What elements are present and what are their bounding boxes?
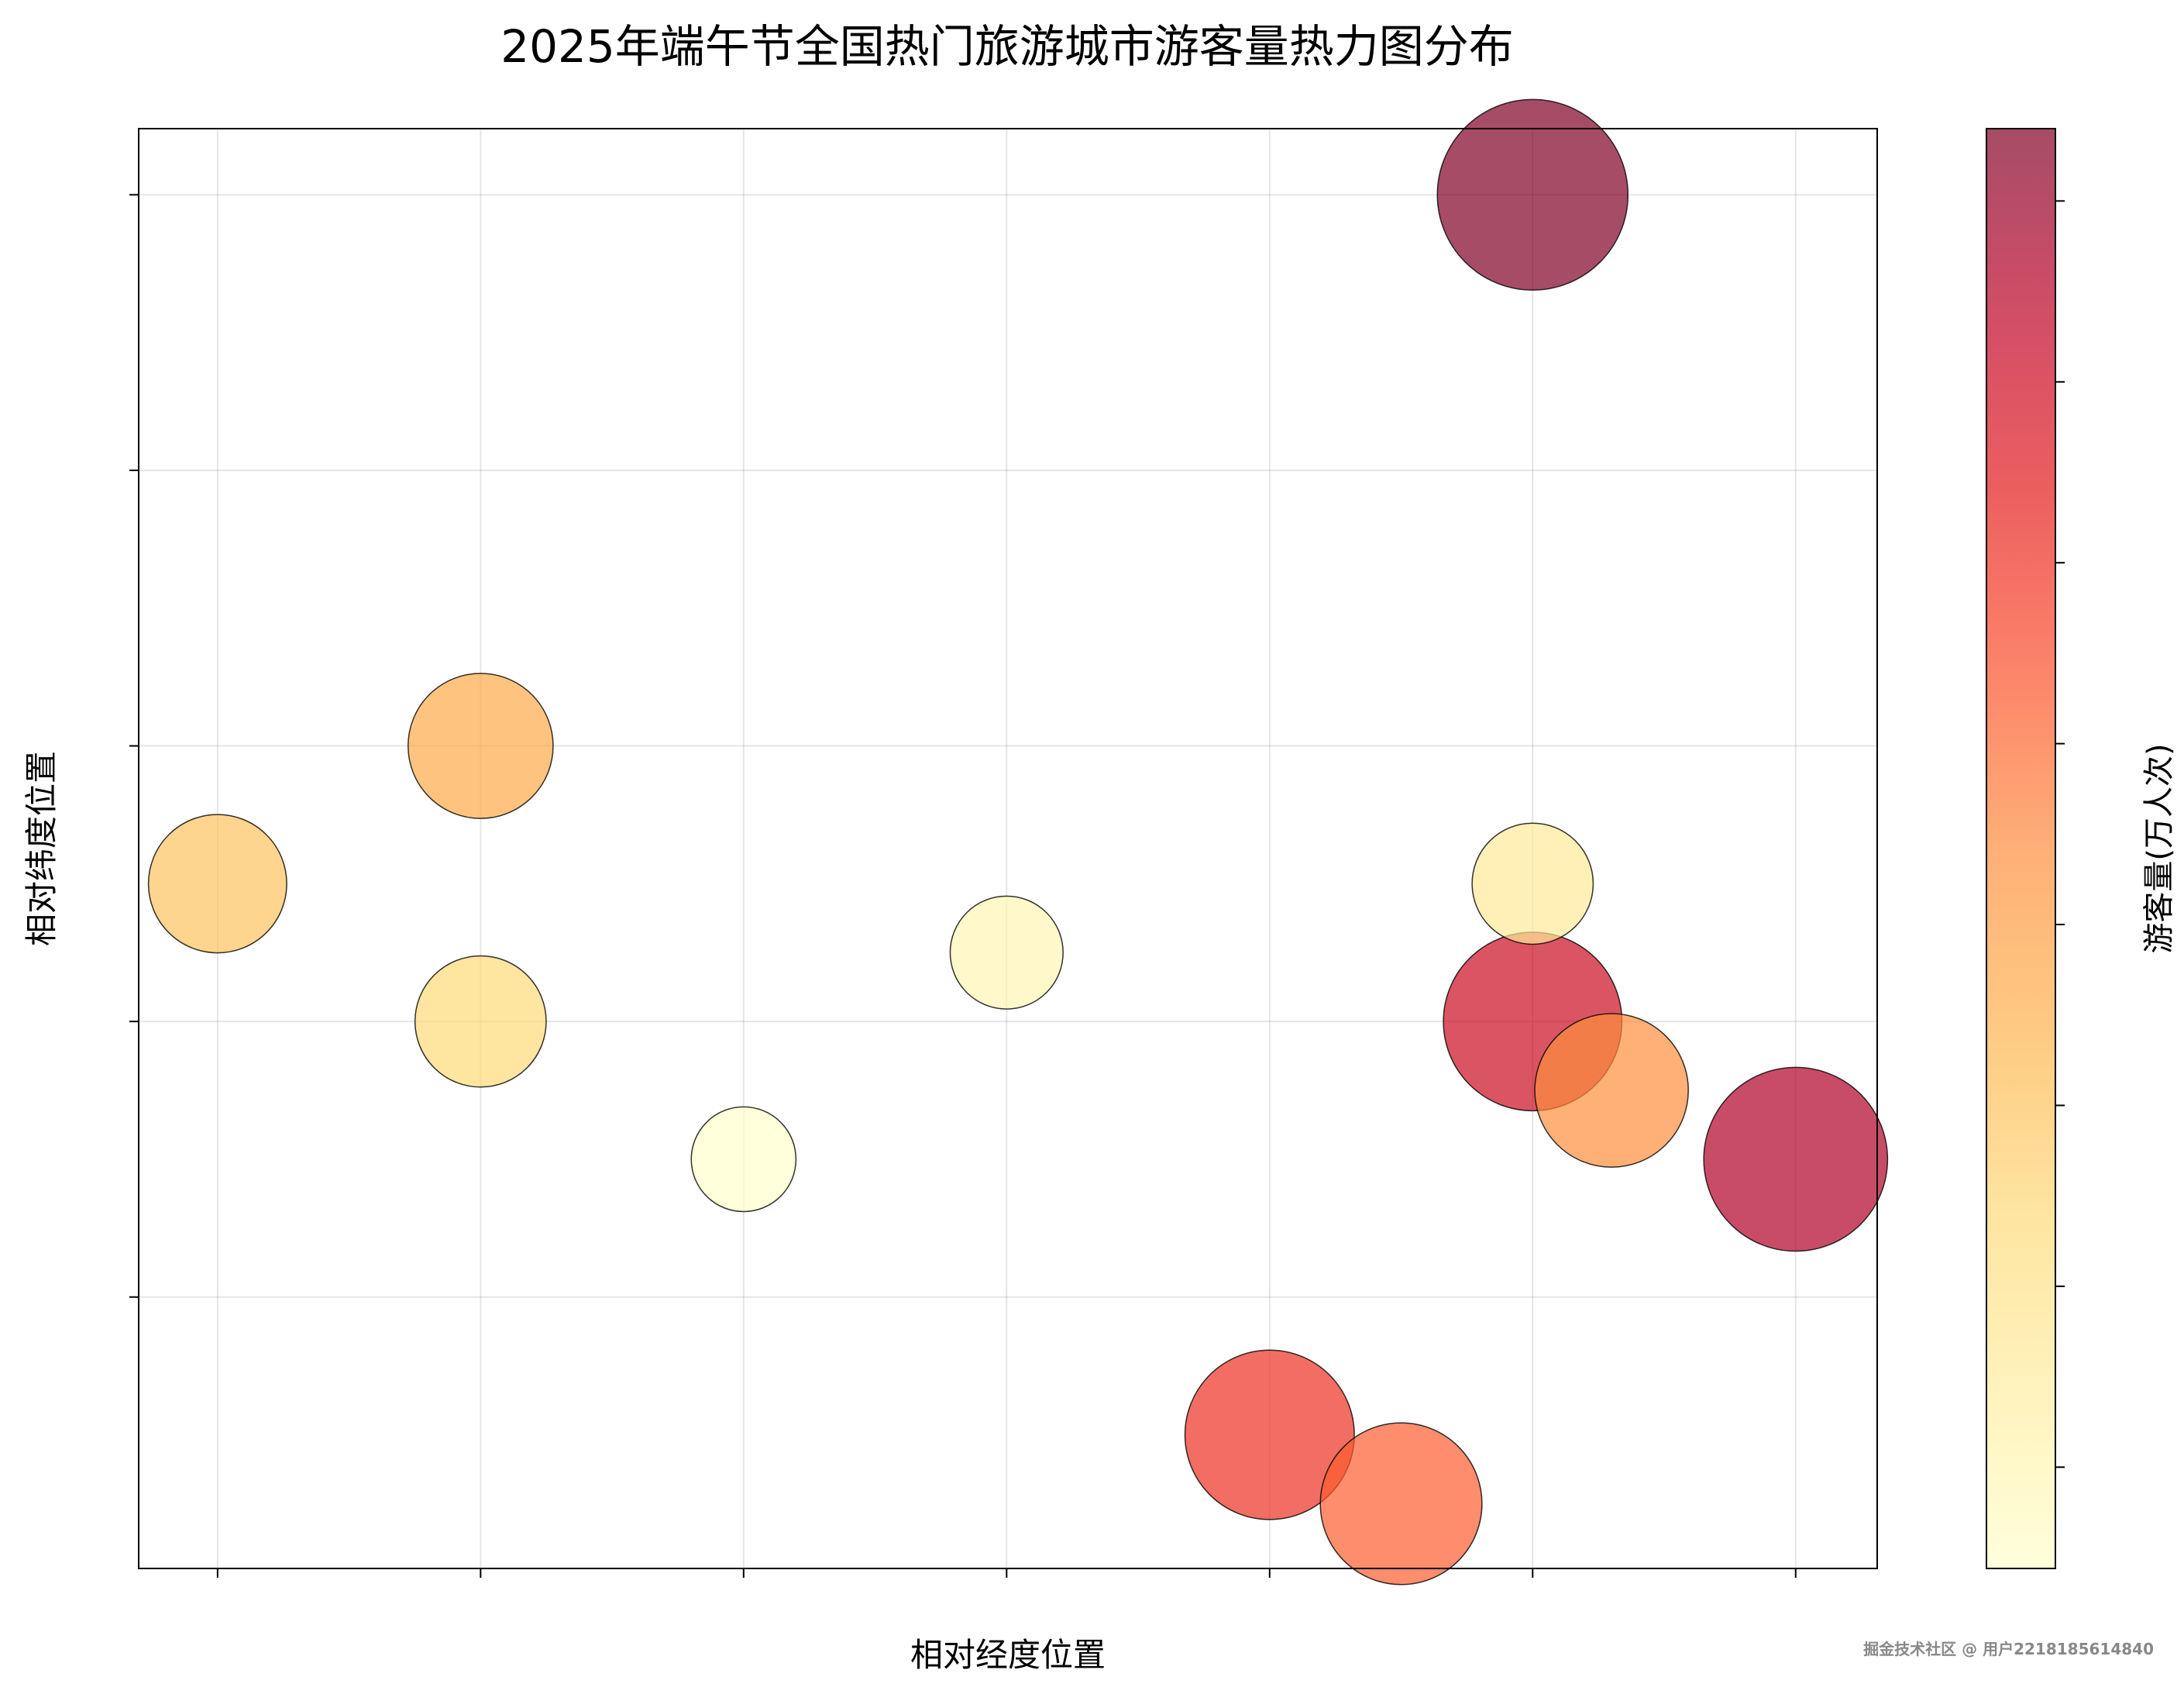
bubble-重庆: [414, 955, 547, 1088]
bubble-武汉: [949, 895, 1064, 1010]
watermark: 掘金技术社区 @ 用户2218185614840: [1863, 1640, 2154, 1658]
plot-frame: [138, 128, 1878, 1569]
bubble-北京: [1436, 98, 1629, 291]
bubble-成都: [147, 814, 287, 954]
bubble-长沙: [690, 1106, 797, 1213]
colorbar: [1986, 129, 2055, 1568]
chart-title: 2025年端午节全国热门旅游城市游客量热力图分布: [500, 20, 1514, 73]
bubble-苏州: [1534, 1013, 1689, 1168]
colorbar-frame: [1986, 128, 2056, 1569]
y-axis-label: 相对纬度位置: [22, 751, 60, 946]
bubble-南京: [1471, 822, 1594, 945]
bubble-广州: [1184, 1349, 1355, 1520]
x-ticks: [216, 1568, 1797, 1578]
bubble-上海: [1703, 1066, 1889, 1252]
points: [147, 98, 1889, 1586]
colorbar-label: 游客量(万人次): [2141, 743, 2177, 953]
colorbar-ticks: [2055, 200, 2065, 1468]
bubble-深圳: [1319, 1422, 1483, 1586]
bubble-西安: [407, 673, 554, 819]
y-ticks: [129, 194, 139, 1298]
grid: [139, 129, 1877, 1568]
x-axis-label: 相对经度位置: [910, 1636, 1106, 1674]
